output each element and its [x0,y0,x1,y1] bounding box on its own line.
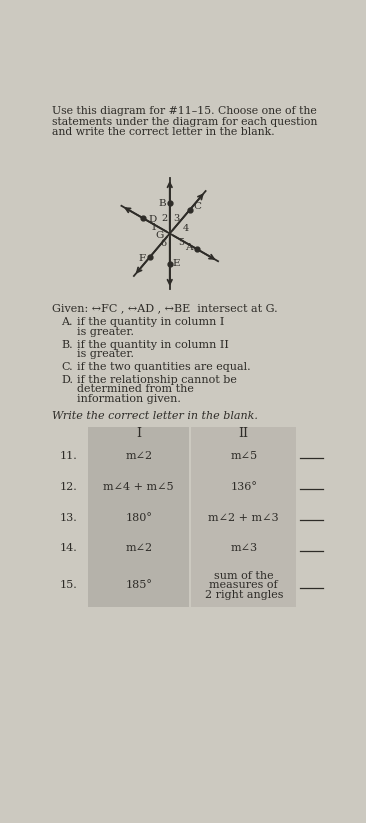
Bar [191,427,296,440]
Text: F: F [138,254,146,263]
Text: and write the correct letter in the blank.: and write the correct letter in the blan… [52,128,274,137]
Text: 4: 4 [183,225,189,234]
Text: 5: 5 [178,238,184,247]
Bar [191,533,296,564]
Text: 13.: 13. [60,513,78,523]
Text: m∠2: m∠2 [125,543,152,553]
Text: 185°: 185° [125,580,152,590]
Text: E: E [172,259,180,268]
Text: II: II [239,427,249,440]
Text: B.: B. [61,340,73,350]
Text: B: B [159,199,167,208]
Text: Write the correct letter in the blank.: Write the correct letter in the blank. [52,412,258,421]
Bar [191,502,296,533]
Text: m∠3: m∠3 [230,543,257,553]
Text: 11.: 11. [60,451,78,461]
Text: is greater.: is greater. [77,350,134,360]
Text: 1: 1 [151,223,157,232]
Text: m∠2 + m∠3: m∠2 + m∠3 [209,513,279,523]
Text: D.: D. [61,374,73,385]
Bar [88,502,189,533]
Text: m∠4 + m∠5: m∠4 + m∠5 [104,481,174,492]
Text: Given: ↔FC , ↔AD , ↔BE  intersect at G.: Given: ↔FC , ↔AD , ↔BE intersect at G. [52,303,277,313]
Bar [88,472,189,502]
Text: if the relationship cannot be: if the relationship cannot be [77,374,237,385]
Text: D: D [148,215,156,224]
Bar [191,472,296,502]
Text: m∠2: m∠2 [125,451,152,461]
Text: 3: 3 [173,214,180,222]
Text: A.: A. [61,318,73,328]
Bar [191,440,296,472]
Text: C.: C. [61,362,73,372]
Text: if the quantity in column II: if the quantity in column II [77,340,229,350]
Text: A: A [185,243,193,252]
Bar [88,533,189,564]
Text: statements under the diagram for each question: statements under the diagram for each qu… [52,117,317,127]
Bar [88,427,189,440]
Text: if the quantity in column I: if the quantity in column I [77,318,224,328]
Text: 180°: 180° [125,513,152,523]
Text: C: C [193,202,201,212]
Text: 14.: 14. [60,543,78,553]
Text: 12.: 12. [60,481,78,492]
Text: Use this diagram for #11–15. Choose one of the: Use this diagram for #11–15. Choose one … [52,106,317,117]
Bar [88,440,189,472]
Text: 6: 6 [160,239,167,248]
Bar [88,564,189,607]
Text: 2 right angles: 2 right angles [205,589,283,600]
Text: 2: 2 [161,214,168,222]
Text: sum of the: sum of the [214,571,273,581]
Text: information given.: information given. [77,394,181,404]
Text: is greater.: is greater. [77,327,134,337]
Text: 136°: 136° [230,481,257,492]
Text: determined from the: determined from the [77,384,194,394]
Text: G: G [156,231,164,240]
Text: measures of: measures of [209,580,278,590]
Text: I: I [136,427,141,440]
Text: 15.: 15. [60,580,78,590]
Text: if the two quantities are equal.: if the two quantities are equal. [77,362,250,372]
Bar [191,564,296,607]
Text: m∠5: m∠5 [230,451,257,461]
